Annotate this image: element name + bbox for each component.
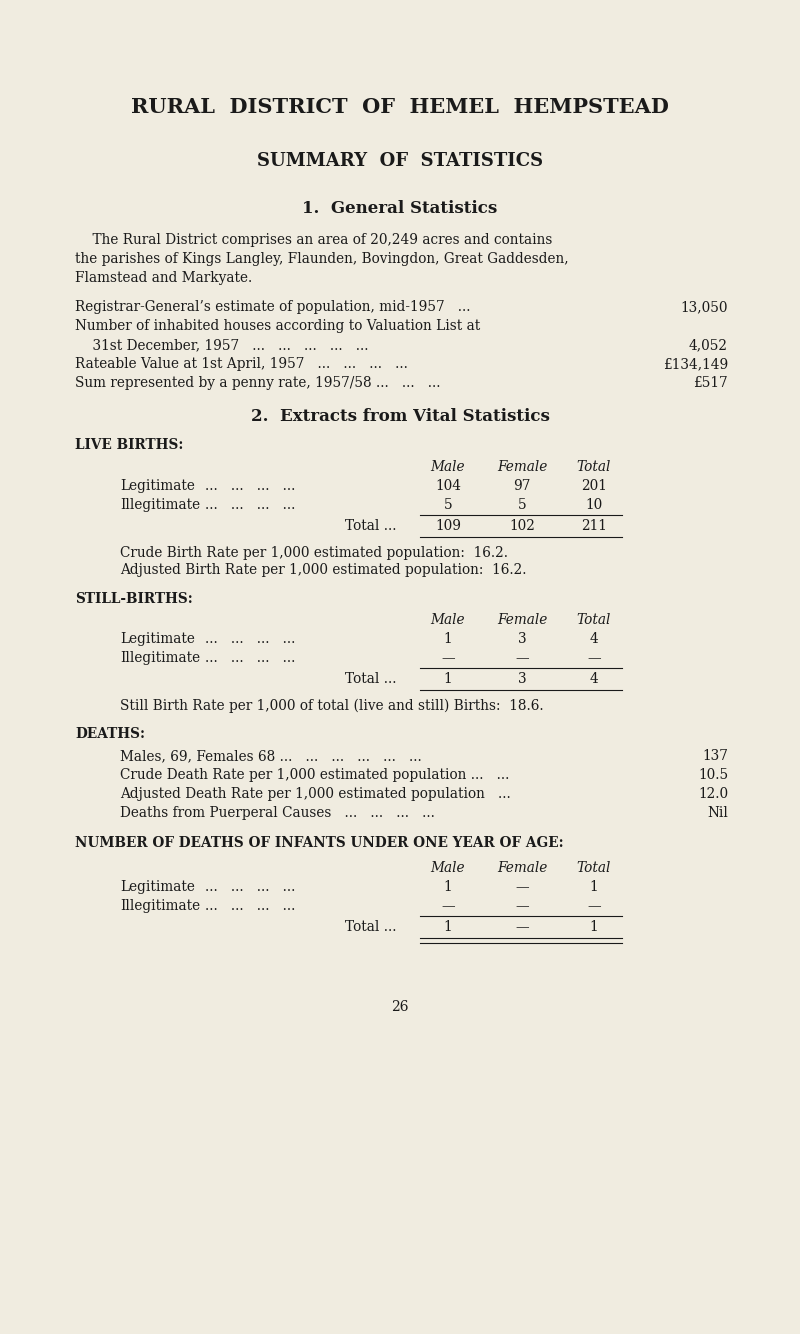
- Text: DEATHS:: DEATHS:: [75, 727, 145, 740]
- Text: Female: Female: [497, 614, 547, 627]
- Text: ...   ...   ...   ...: ... ... ... ...: [205, 632, 295, 646]
- Text: 26: 26: [391, 1000, 409, 1014]
- Text: —: —: [515, 899, 529, 912]
- Text: Male: Male: [430, 614, 466, 627]
- Text: Total: Total: [577, 460, 611, 474]
- Text: £517: £517: [694, 376, 728, 390]
- Text: 109: 109: [435, 519, 461, 534]
- Text: 4,052: 4,052: [689, 338, 728, 352]
- Text: RURAL  DISTRICT  OF  HEMEL  HEMPSTEAD: RURAL DISTRICT OF HEMEL HEMPSTEAD: [131, 97, 669, 117]
- Text: Crude Death Rate per 1,000 estimated population ...   ...: Crude Death Rate per 1,000 estimated pop…: [120, 768, 510, 782]
- Text: 4: 4: [590, 632, 598, 646]
- Text: Deaths from Puerperal Causes   ...   ...   ...   ...: Deaths from Puerperal Causes ... ... ...…: [120, 806, 435, 820]
- Text: 1: 1: [444, 632, 452, 646]
- Text: STILL-BIRTHS:: STILL-BIRTHS:: [75, 592, 193, 606]
- Text: Males, 69, Females 68 ...   ...   ...   ...   ...   ...: Males, 69, Females 68 ... ... ... ... ..…: [120, 748, 422, 763]
- Text: 102: 102: [509, 519, 535, 534]
- Text: 211: 211: [581, 519, 607, 534]
- Text: Total ...: Total ...: [345, 920, 397, 934]
- Text: 3: 3: [518, 632, 526, 646]
- Text: Female: Female: [497, 860, 547, 875]
- Text: 10.5: 10.5: [698, 768, 728, 782]
- Text: —: —: [587, 899, 601, 912]
- Text: The Rural District comprises an area of 20,249 acres and contains: The Rural District comprises an area of …: [75, 233, 552, 247]
- Text: 5: 5: [444, 498, 452, 512]
- Text: Legitimate: Legitimate: [120, 632, 195, 646]
- Text: Rateable Value at 1st April, 1957   ...   ...   ...   ...: Rateable Value at 1st April, 1957 ... ..…: [75, 358, 408, 371]
- Text: Crude Birth Rate per 1,000 estimated population:  16.2.: Crude Birth Rate per 1,000 estimated pop…: [120, 546, 508, 560]
- Text: 201: 201: [581, 479, 607, 494]
- Text: 137: 137: [702, 748, 728, 763]
- Text: Adjusted Birth Rate per 1,000 estimated population:  16.2.: Adjusted Birth Rate per 1,000 estimated …: [120, 563, 526, 578]
- Text: 2.  Extracts from Vital Statistics: 2. Extracts from Vital Statistics: [250, 408, 550, 426]
- Text: ...   ...   ...   ...: ... ... ... ...: [205, 479, 295, 494]
- Text: Number of inhabited houses according to Valuation List at: Number of inhabited houses according to …: [75, 319, 480, 334]
- Text: Total: Total: [577, 860, 611, 875]
- Text: the parishes of Kings Langley, Flaunden, Bovingdon, Great Gaddesden,: the parishes of Kings Langley, Flaunden,…: [75, 252, 569, 265]
- Text: Total: Total: [577, 614, 611, 627]
- Text: ...   ...   ...   ...: ... ... ... ...: [205, 498, 295, 512]
- Text: Sum represented by a penny rate, 1957/58 ...   ...   ...: Sum represented by a penny rate, 1957/58…: [75, 376, 441, 390]
- Text: 1.  General Statistics: 1. General Statistics: [302, 200, 498, 217]
- Text: 1: 1: [444, 880, 452, 894]
- Text: —: —: [515, 651, 529, 666]
- Text: SUMMARY  OF  STATISTICS: SUMMARY OF STATISTICS: [257, 152, 543, 169]
- Text: Still Birth Rate per 1,000 of total (live and still) Births:  18.6.: Still Birth Rate per 1,000 of total (liv…: [120, 699, 544, 714]
- Text: 3: 3: [518, 672, 526, 686]
- Text: Legitimate: Legitimate: [120, 479, 195, 494]
- Text: —: —: [441, 651, 455, 666]
- Text: 5: 5: [518, 498, 526, 512]
- Text: Nil: Nil: [707, 806, 728, 820]
- Text: Legitimate: Legitimate: [120, 880, 195, 894]
- Text: Male: Male: [430, 860, 466, 875]
- Text: LIVE BIRTHS:: LIVE BIRTHS:: [75, 438, 183, 452]
- Text: —: —: [515, 880, 529, 894]
- Text: 13,050: 13,050: [681, 300, 728, 313]
- Text: ...   ...   ...   ...: ... ... ... ...: [205, 651, 295, 666]
- Text: Flamstead and Markyate.: Flamstead and Markyate.: [75, 271, 252, 285]
- Text: 1: 1: [444, 920, 452, 934]
- Text: ...   ...   ...   ...: ... ... ... ...: [205, 880, 295, 894]
- Text: £134,149: £134,149: [662, 358, 728, 371]
- Text: 97: 97: [514, 479, 530, 494]
- Text: 10: 10: [586, 498, 602, 512]
- Text: ...   ...   ...   ...: ... ... ... ...: [205, 899, 295, 912]
- Text: Illegitimate: Illegitimate: [120, 899, 200, 912]
- Text: Illegitimate: Illegitimate: [120, 498, 200, 512]
- Text: 1: 1: [590, 920, 598, 934]
- Text: 31st December, 1957   ...   ...   ...   ...   ...: 31st December, 1957 ... ... ... ... ...: [75, 338, 369, 352]
- Text: Adjusted Death Rate per 1,000 estimated population   ...: Adjusted Death Rate per 1,000 estimated …: [120, 787, 510, 800]
- Text: —: —: [441, 899, 455, 912]
- Text: 1: 1: [444, 672, 452, 686]
- Text: 1: 1: [590, 880, 598, 894]
- Text: Female: Female: [497, 460, 547, 474]
- Text: Male: Male: [430, 460, 466, 474]
- Text: —: —: [587, 651, 601, 666]
- Text: Total ...: Total ...: [345, 672, 397, 686]
- Text: Registrar-General’s estimate of population, mid-1957   ...: Registrar-General’s estimate of populati…: [75, 300, 470, 313]
- Text: 4: 4: [590, 672, 598, 686]
- Text: —: —: [515, 920, 529, 934]
- Text: NUMBER OF DEATHS OF INFANTS UNDER ONE YEAR OF AGE:: NUMBER OF DEATHS OF INFANTS UNDER ONE YE…: [75, 836, 564, 850]
- Text: Total ...: Total ...: [345, 519, 397, 534]
- Text: 104: 104: [435, 479, 461, 494]
- Text: 12.0: 12.0: [698, 787, 728, 800]
- Text: Illegitimate: Illegitimate: [120, 651, 200, 666]
